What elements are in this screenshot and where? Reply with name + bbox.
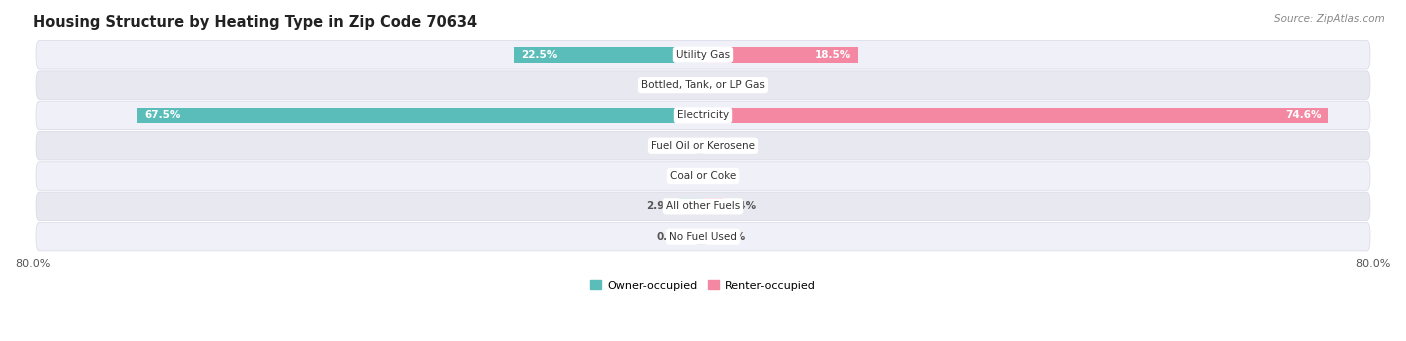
Bar bbox=[697, 229, 703, 244]
Text: Bottled, Tank, or LP Gas: Bottled, Tank, or LP Gas bbox=[641, 80, 765, 90]
Bar bbox=[703, 229, 706, 244]
Text: 0.59%: 0.59% bbox=[658, 141, 695, 151]
Text: 18.5%: 18.5% bbox=[815, 50, 851, 60]
Bar bbox=[655, 77, 703, 93]
Text: 0.0%: 0.0% bbox=[707, 141, 737, 151]
Text: Housing Structure by Heating Type in Zip Code 70634: Housing Structure by Heating Type in Zip… bbox=[32, 15, 477, 30]
FancyBboxPatch shape bbox=[37, 162, 1369, 190]
Text: 0.0%: 0.0% bbox=[707, 171, 737, 181]
Text: 22.5%: 22.5% bbox=[522, 50, 557, 60]
Bar bbox=[679, 198, 703, 214]
Bar bbox=[703, 107, 1329, 123]
Text: 2.4%: 2.4% bbox=[727, 201, 756, 211]
Text: 5.7%: 5.7% bbox=[662, 80, 692, 90]
Text: Utility Gas: Utility Gas bbox=[676, 50, 730, 60]
Text: 2.9%: 2.9% bbox=[645, 201, 675, 211]
Text: 0.32%: 0.32% bbox=[710, 232, 747, 242]
Text: 74.6%: 74.6% bbox=[1285, 110, 1322, 120]
FancyBboxPatch shape bbox=[37, 41, 1369, 69]
Text: 0.69%: 0.69% bbox=[657, 232, 693, 242]
Bar bbox=[515, 47, 703, 63]
Text: Electricity: Electricity bbox=[676, 110, 730, 120]
Legend: Owner-occupied, Renter-occupied: Owner-occupied, Renter-occupied bbox=[586, 276, 820, 295]
Bar bbox=[703, 77, 738, 93]
FancyBboxPatch shape bbox=[37, 222, 1369, 251]
Bar bbox=[697, 138, 703, 153]
Bar bbox=[138, 107, 703, 123]
Text: All other Fuels: All other Fuels bbox=[666, 201, 740, 211]
FancyBboxPatch shape bbox=[37, 71, 1369, 99]
Bar bbox=[703, 198, 723, 214]
Text: 0.0%: 0.0% bbox=[669, 171, 699, 181]
Bar bbox=[703, 47, 858, 63]
Text: Fuel Oil or Kerosene: Fuel Oil or Kerosene bbox=[651, 141, 755, 151]
FancyBboxPatch shape bbox=[37, 101, 1369, 130]
Text: Source: ZipAtlas.com: Source: ZipAtlas.com bbox=[1274, 14, 1385, 24]
Text: No Fuel Used: No Fuel Used bbox=[669, 232, 737, 242]
FancyBboxPatch shape bbox=[37, 132, 1369, 160]
Text: 4.2%: 4.2% bbox=[703, 80, 731, 90]
FancyBboxPatch shape bbox=[37, 192, 1369, 221]
Text: 67.5%: 67.5% bbox=[145, 110, 180, 120]
Text: Coal or Coke: Coal or Coke bbox=[669, 171, 737, 181]
